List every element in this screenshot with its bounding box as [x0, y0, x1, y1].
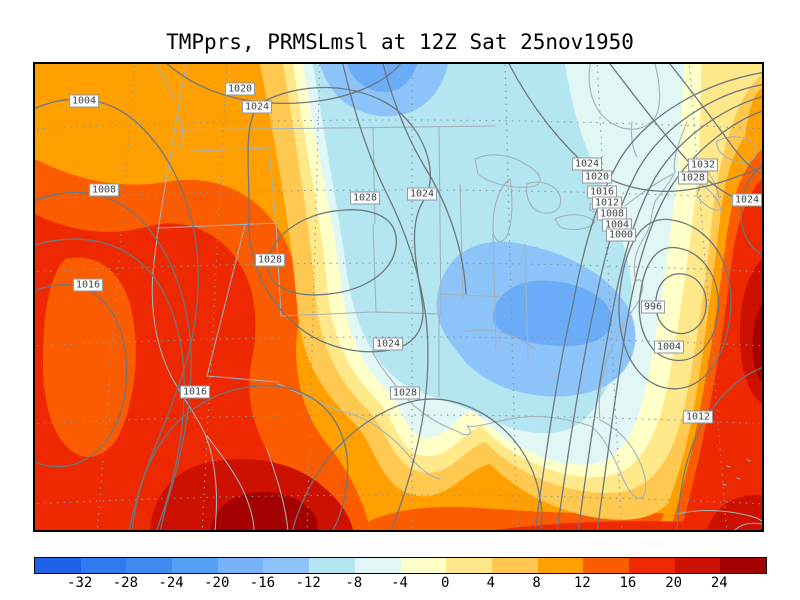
contour-label: 1000: [605, 228, 637, 242]
colorbar-tick-label: 0: [440, 575, 450, 591]
colorbar-segment: [309, 558, 355, 573]
colorbar-segment: [583, 558, 629, 573]
colorbar-tick-label: -24: [158, 575, 184, 591]
colorbar-segment: [80, 558, 127, 573]
contour-label: 1028: [254, 253, 286, 267]
plot-title: TMPprs, PRMSLmsl at 12Z Sat 25nov1950: [166, 30, 634, 54]
contour-label: 1016: [72, 278, 104, 292]
contour-label: 1008: [88, 183, 120, 197]
contour-label: 1020: [224, 82, 256, 96]
colorbar-segment: [172, 558, 218, 573]
colorbar-segment: [35, 558, 81, 573]
contour-label: 1028: [349, 191, 381, 205]
colorbar-tick-label: -4: [391, 575, 408, 591]
colorbar-segment: [217, 558, 264, 573]
colorbar-tick-label: 12: [573, 575, 591, 591]
pressure-contours: [35, 64, 762, 530]
colorbar-segment: [537, 558, 584, 573]
colorbar-tick-label: -20: [204, 575, 230, 591]
contour-label: 1024: [406, 187, 438, 201]
contour-label: 1024: [731, 193, 763, 207]
contour-label: 1012: [682, 410, 714, 424]
colorbar-segment: [446, 558, 492, 573]
contour-label: 1004: [68, 94, 100, 108]
colorbar-tick-label: -12: [295, 575, 321, 591]
contour-label: 1024: [241, 100, 273, 114]
colorbar-segment: [628, 558, 675, 573]
contour-label: 1020: [581, 170, 613, 184]
contour-label: 1004: [653, 340, 685, 354]
colorbar-tick-label: 24: [710, 575, 728, 591]
colorbar-segment: [400, 558, 447, 573]
contour-label: 1028: [677, 171, 709, 185]
contour-label: 1008: [596, 207, 628, 221]
contour-label: 1032: [687, 158, 719, 172]
colorbar-tick-label: -16: [249, 575, 276, 591]
map-outlines: [151, 64, 762, 530]
latlon-grid: [35, 64, 762, 530]
contour-label: 1024: [571, 157, 603, 171]
colorbar-tick-label: 16: [619, 575, 637, 591]
colorbar-tick-label: 20: [665, 575, 683, 591]
map-canvas: [35, 64, 762, 530]
colorbar-segment: [354, 558, 401, 573]
temperature-shading: [35, 64, 762, 530]
colorbar-tick-label: -32: [67, 575, 93, 591]
contour-label: 1028: [389, 386, 421, 400]
colorbar-tick-label: -8: [345, 575, 363, 591]
contour-label: 1016: [179, 385, 211, 399]
colorbar: [34, 557, 767, 574]
colorbar-tick-label: -28: [112, 575, 139, 591]
weather-map: 1004 1020 1024 1008 1028 1024 1016 1028 1024 1028…: [33, 62, 764, 532]
colorbar-tick-label: 4: [486, 575, 496, 591]
colorbar-segment: [263, 558, 310, 573]
colorbar-segment: [720, 558, 766, 573]
colorbar-segment: [674, 558, 721, 573]
colorbar-tick-label: 8: [532, 575, 541, 591]
contour-label: 1024: [372, 337, 404, 351]
colorbar-segment: [491, 558, 538, 573]
contour-label: 996: [640, 300, 666, 314]
colorbar-segment: [126, 558, 173, 573]
